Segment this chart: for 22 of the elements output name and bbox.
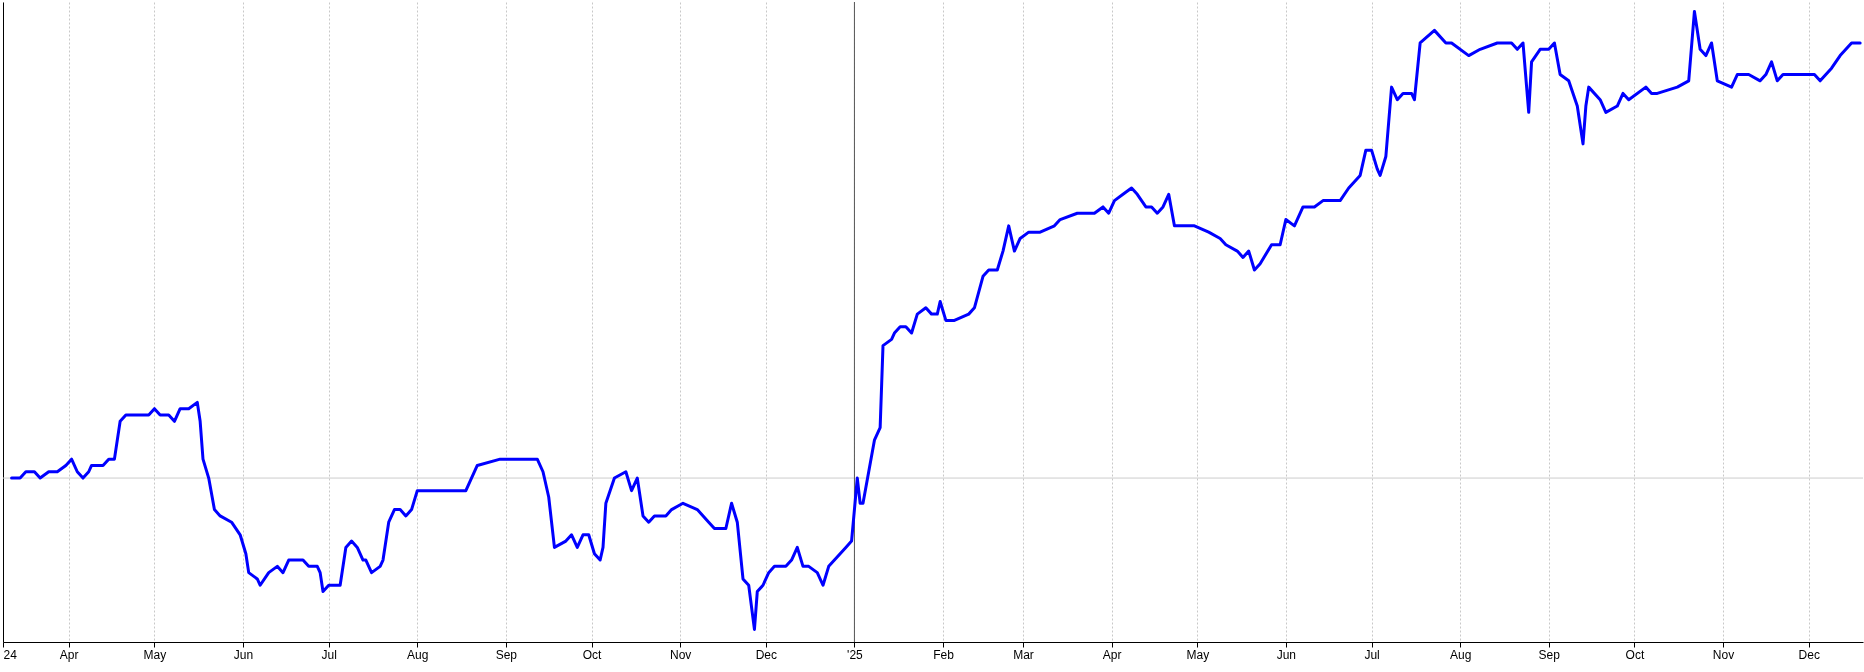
x-tick-label: Nov: [1712, 647, 1735, 662]
x-tick-label: Apr: [59, 647, 79, 662]
x-tick-label: Oct: [1625, 647, 1645, 662]
x-tick-label: Jun: [233, 647, 254, 662]
x-tick-label: 24: [3, 647, 18, 662]
x-tick-label: Sep: [495, 647, 518, 662]
x-tick-label: Dec: [755, 647, 778, 662]
x-tick-label: '25: [847, 647, 864, 662]
x-tick-label: Dec: [1798, 647, 1820, 662]
x-tick-label: Feb: [933, 647, 955, 662]
x-tick-label: Mar: [1013, 647, 1034, 662]
x-tick-label: Aug: [1449, 647, 1472, 662]
x-tick-label: May: [143, 647, 167, 662]
x-tick-label: Jun: [1276, 647, 1297, 662]
x-tick-label: Oct: [582, 647, 603, 662]
x-tick-label: Jul: [321, 647, 337, 662]
x-tick-label: Sep: [1538, 647, 1561, 662]
x-tick-label: Aug: [407, 647, 429, 662]
x-tick-label: Jul: [1364, 647, 1380, 662]
x-tick-label: Nov: [669, 647, 692, 662]
x-tick-label: May: [1186, 647, 1210, 662]
x-tick-label: Apr: [1102, 647, 1122, 662]
